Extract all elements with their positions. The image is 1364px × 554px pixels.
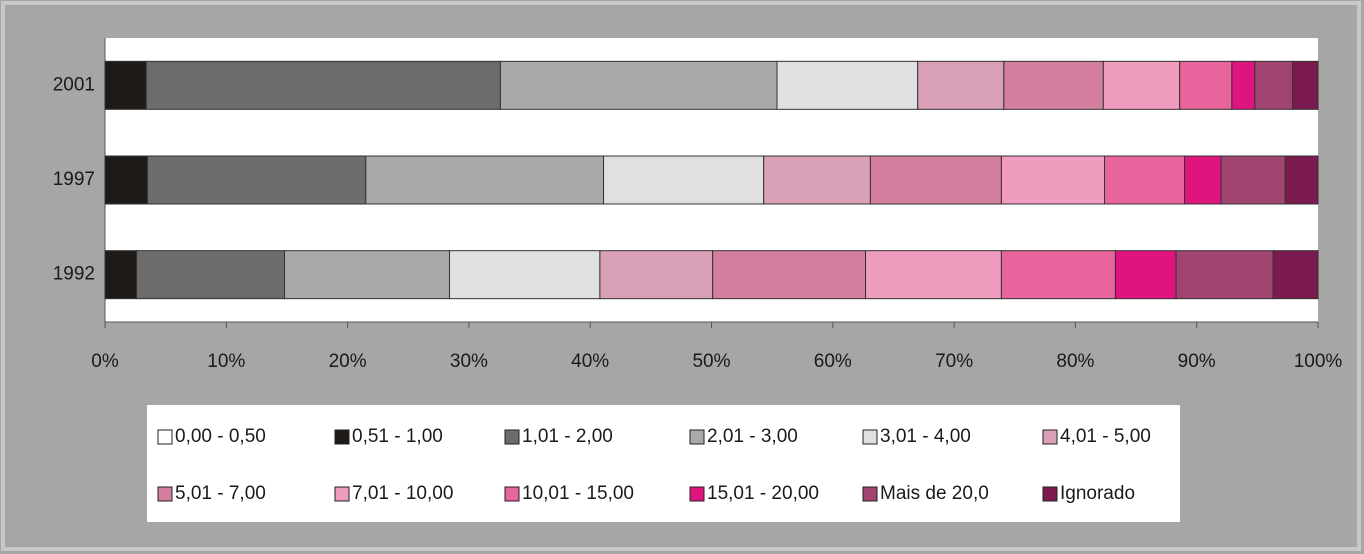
legend-label: 7,01 - 10,00 xyxy=(352,483,453,504)
legend-box xyxy=(147,405,1180,522)
legend-label: 10,01 - 15,00 xyxy=(522,483,634,504)
bar-segment xyxy=(284,250,450,300)
bar-segment xyxy=(1179,60,1233,110)
x-tick-label: 70% xyxy=(935,351,973,372)
bar-segment xyxy=(1000,155,1106,205)
x-tick-label: 100% xyxy=(1294,351,1343,372)
legend-label: Ignorado xyxy=(1060,483,1135,504)
legend-swatch xyxy=(157,429,173,445)
bar-segment xyxy=(1175,250,1274,300)
y-tick-label: 2001 xyxy=(53,74,95,95)
legend-swatch xyxy=(1042,429,1058,445)
bar-segment xyxy=(776,60,919,110)
y-tick-label: 1992 xyxy=(53,264,95,285)
x-tick-label: 80% xyxy=(1056,351,1094,372)
bar-segment xyxy=(365,155,605,205)
bar-segment xyxy=(1292,60,1319,110)
bar-segment xyxy=(1220,155,1286,205)
bar-segment xyxy=(1104,155,1186,205)
x-tick-label: 90% xyxy=(1178,351,1216,372)
bar-segment xyxy=(1231,60,1256,110)
bar-segment xyxy=(1102,60,1181,110)
legend-label: 0,00 - 0,50 xyxy=(175,426,266,447)
bar-segment xyxy=(1114,250,1177,300)
legend-swatch xyxy=(862,429,878,445)
bar-segment xyxy=(917,60,1005,110)
legend-label: 2,01 - 3,00 xyxy=(707,426,798,447)
legend-swatch xyxy=(334,429,350,445)
x-tick-label: 60% xyxy=(814,351,852,372)
bar-segment xyxy=(104,155,148,205)
legend-swatch xyxy=(157,486,173,502)
bar-segment xyxy=(1003,60,1104,110)
x-tick-label: 40% xyxy=(571,351,609,372)
bar-segment xyxy=(865,250,1002,300)
y-tick-label: 1997 xyxy=(53,169,95,190)
bar-segment xyxy=(763,155,871,205)
bar-segment xyxy=(1254,60,1294,110)
legend-label: 3,01 - 4,00 xyxy=(880,426,971,447)
legend-label: Mais de 20,0 xyxy=(880,483,989,504)
x-tick-label: 30% xyxy=(450,351,488,372)
legend-swatch xyxy=(689,486,705,502)
bar-segment xyxy=(1000,250,1116,300)
legend-swatch xyxy=(334,486,350,502)
bar-segment xyxy=(869,155,1002,205)
legend-swatch xyxy=(862,486,878,502)
legend-label: 0,51 - 1,00 xyxy=(352,426,443,447)
bar-segment xyxy=(145,60,501,110)
bar-segment xyxy=(599,250,714,300)
bar-segment xyxy=(104,60,147,110)
x-tick-label: 10% xyxy=(207,351,245,372)
legend-label: 1,01 - 2,00 xyxy=(522,426,613,447)
x-tick-label: 20% xyxy=(329,351,367,372)
bar-segment xyxy=(448,250,601,300)
bar-segment xyxy=(136,250,286,300)
legend-swatch xyxy=(504,429,520,445)
bar-segment xyxy=(712,250,867,300)
legend-label: 15,01 - 20,00 xyxy=(707,483,819,504)
x-tick-label: 50% xyxy=(692,351,730,372)
bar-segment xyxy=(603,155,765,205)
bar-segment xyxy=(1184,155,1222,205)
bar-segment xyxy=(499,60,778,110)
legend-label: 5,01 - 7,00 xyxy=(175,483,266,504)
legend-swatch xyxy=(504,486,520,502)
x-tick-label: 0% xyxy=(91,351,119,372)
bar-segment xyxy=(146,155,367,205)
bar-segment xyxy=(104,250,138,300)
bar-segment xyxy=(1284,155,1319,205)
legend-swatch xyxy=(1042,486,1058,502)
legend-swatch xyxy=(689,429,705,445)
legend-label: 4,01 - 5,00 xyxy=(1060,426,1151,447)
bar-segment xyxy=(1272,250,1319,300)
